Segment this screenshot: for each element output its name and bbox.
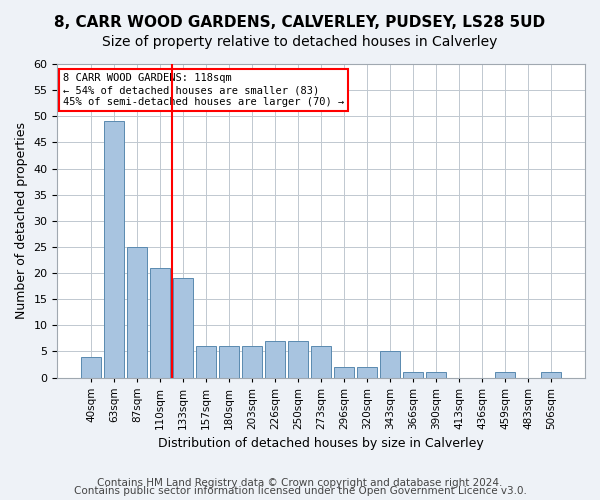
Bar: [496, 372, 515, 378]
Bar: [289, 341, 308, 378]
Text: 8 CARR WOOD GARDENS: 118sqm
← 54% of detached houses are smaller (83)
45% of sem: 8 CARR WOOD GARDENS: 118sqm ← 54% of det…: [62, 74, 344, 106]
Bar: [196, 346, 216, 378]
Bar: [311, 346, 331, 378]
Bar: [82, 356, 101, 378]
Y-axis label: Number of detached properties: Number of detached properties: [15, 122, 28, 320]
Bar: [104, 122, 124, 378]
Bar: [265, 341, 285, 378]
Bar: [334, 367, 354, 378]
Bar: [358, 367, 377, 378]
Text: Contains public sector information licensed under the Open Government Licence v3: Contains public sector information licen…: [74, 486, 526, 496]
X-axis label: Distribution of detached houses by size in Calverley: Distribution of detached houses by size …: [158, 437, 484, 450]
Bar: [127, 247, 147, 378]
Bar: [427, 372, 446, 378]
Bar: [380, 352, 400, 378]
Bar: [403, 372, 423, 378]
Text: Size of property relative to detached houses in Calverley: Size of property relative to detached ho…: [103, 35, 497, 49]
Bar: [242, 346, 262, 378]
Text: Contains HM Land Registry data © Crown copyright and database right 2024.: Contains HM Land Registry data © Crown c…: [97, 478, 503, 488]
Bar: [541, 372, 561, 378]
Bar: [220, 346, 239, 378]
Text: 8, CARR WOOD GARDENS, CALVERLEY, PUDSEY, LS28 5UD: 8, CARR WOOD GARDENS, CALVERLEY, PUDSEY,…: [55, 15, 545, 30]
Bar: [151, 268, 170, 378]
Bar: [173, 278, 193, 378]
